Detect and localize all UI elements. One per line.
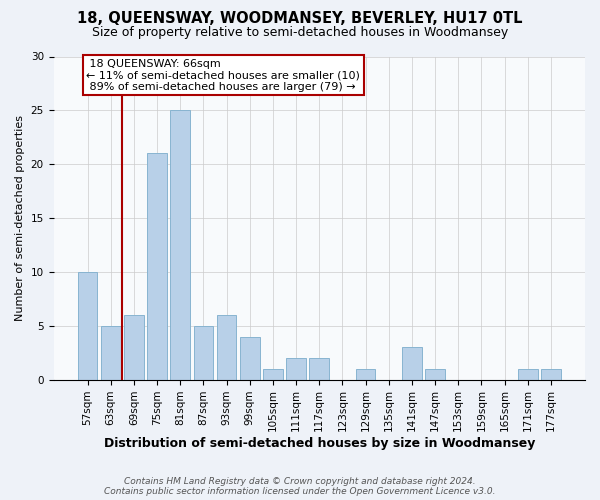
X-axis label: Distribution of semi-detached houses by size in Woodmansey: Distribution of semi-detached houses by …	[104, 437, 535, 450]
Y-axis label: Number of semi-detached properties: Number of semi-detached properties	[15, 115, 25, 321]
Bar	[240, 336, 260, 380]
Bar	[541, 369, 561, 380]
Text: 18, QUEENSWAY, WOODMANSEY, BEVERLEY, HU17 0TL: 18, QUEENSWAY, WOODMANSEY, BEVERLEY, HU1…	[77, 11, 523, 26]
Bar	[194, 326, 213, 380]
Bar	[310, 358, 329, 380]
Bar	[77, 272, 97, 380]
Bar	[124, 315, 144, 380]
Bar	[425, 369, 445, 380]
Text: Size of property relative to semi-detached houses in Woodmansey: Size of property relative to semi-detach…	[92, 26, 508, 39]
Bar	[518, 369, 538, 380]
Text: 18 QUEENSWAY: 66sqm
← 11% of semi-detached houses are smaller (10)
 89% of semi-: 18 QUEENSWAY: 66sqm ← 11% of semi-detach…	[86, 58, 360, 92]
Bar	[402, 348, 422, 380]
Bar	[217, 315, 236, 380]
Bar	[170, 110, 190, 380]
Bar	[286, 358, 306, 380]
Bar	[101, 326, 121, 380]
Bar	[147, 154, 167, 380]
Bar	[263, 369, 283, 380]
Bar	[356, 369, 376, 380]
Text: Contains HM Land Registry data © Crown copyright and database right 2024.
Contai: Contains HM Land Registry data © Crown c…	[104, 476, 496, 496]
